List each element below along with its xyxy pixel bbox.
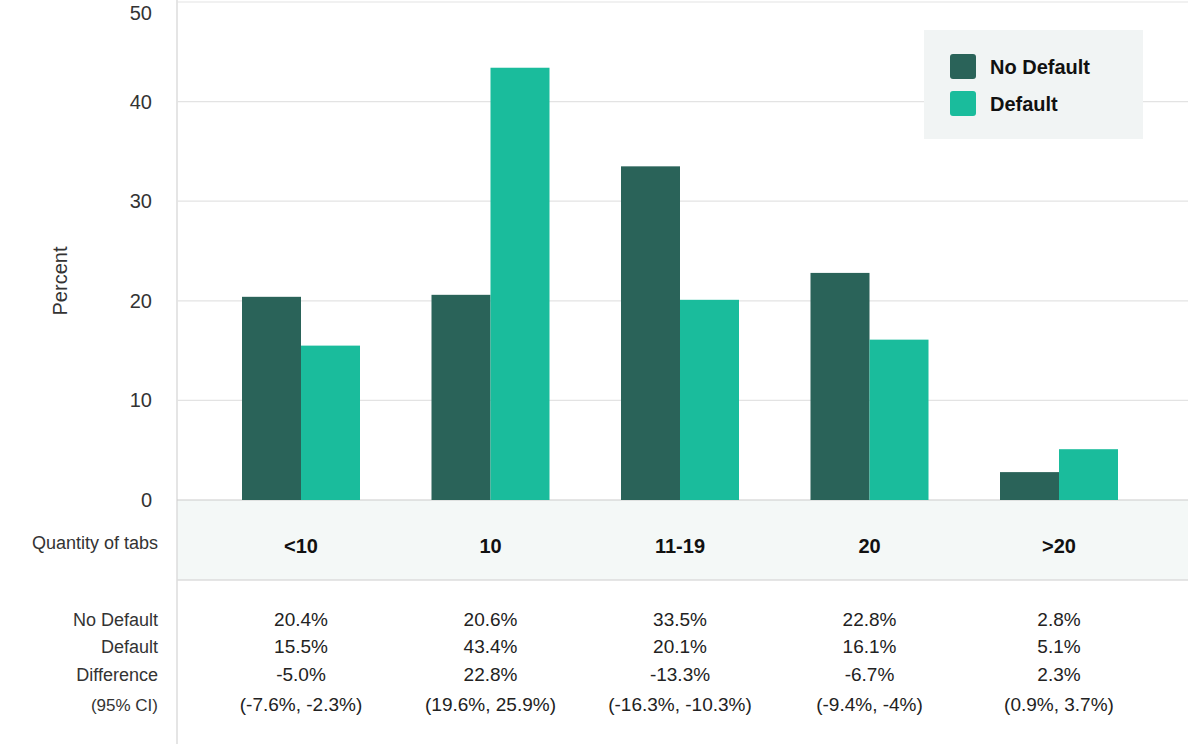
- table-cell: (-16.3%, -10.3%): [608, 694, 752, 715]
- table-cell: -13.3%: [650, 664, 710, 685]
- y-tick-label: 40: [130, 91, 152, 113]
- bar: [491, 68, 550, 500]
- table-cell: (-9.4%, -4%): [816, 694, 923, 715]
- legend-label: Default: [990, 93, 1058, 115]
- bar: [680, 300, 739, 500]
- bar: [1059, 449, 1118, 500]
- bar: [621, 166, 680, 500]
- legend: No Default Default: [924, 30, 1143, 139]
- table-cell: 22.8%: [843, 609, 897, 630]
- table-cell: 43.4%: [464, 636, 518, 657]
- table-cell: 2.3%: [1037, 664, 1080, 685]
- x-tick-label: 11-19: [655, 535, 705, 557]
- table-row-label: Default: [101, 637, 158, 657]
- y-tick-label: 50: [130, 2, 152, 24]
- y-tick-label: 30: [130, 190, 152, 212]
- legend-swatch: [950, 54, 976, 79]
- x-tick-label: >20: [1042, 535, 1076, 557]
- grid-line: [177, 1, 1188, 2]
- y-axis-label: Percent: [49, 246, 71, 315]
- chart: 0 10 20 30 40 50 Percent Quantity of tabs <10 10 1…: [0, 0, 1188, 744]
- table-cell: (-7.6%, -2.3%): [240, 694, 362, 715]
- band-line: [177, 579, 1188, 581]
- y-tick-label: 10: [130, 389, 152, 411]
- table-row-label: Difference: [76, 665, 158, 685]
- y-tick-label: 20: [130, 290, 152, 312]
- legend-label: No Default: [990, 56, 1090, 78]
- table-cell: 2.8%: [1037, 609, 1080, 630]
- bar: [870, 340, 929, 500]
- table-cell: 20.1%: [653, 636, 707, 657]
- table-cell: 16.1%: [843, 636, 897, 657]
- table-cell: 33.5%: [653, 609, 707, 630]
- bar: [242, 297, 301, 500]
- bar: [301, 346, 360, 500]
- category-band: [177, 500, 1188, 580]
- table-cell: (19.6%, 25.9%): [425, 694, 556, 715]
- table-cell: 20.6%: [464, 609, 518, 630]
- x-tick-label: <10: [284, 535, 318, 557]
- x-axis-label: Quantity of tabs: [32, 533, 158, 553]
- x-tick-label: 20: [858, 535, 880, 557]
- table-cell: 22.8%: [464, 664, 518, 685]
- table-cell: -5.0%: [276, 664, 326, 685]
- table-cell: -6.7%: [845, 664, 895, 685]
- y-tick-label: 0: [141, 489, 152, 511]
- bar: [1000, 472, 1059, 500]
- frame-line: [176, 0, 178, 744]
- legend-swatch: [950, 91, 976, 116]
- table-cell: 20.4%: [274, 609, 328, 630]
- legend-box: [924, 30, 1143, 139]
- table-cell: 5.1%: [1037, 636, 1080, 657]
- x-tick-label: 10: [479, 535, 501, 557]
- table-row-label: (95% CI): [91, 696, 158, 715]
- bar: [432, 295, 491, 500]
- grid-line: [177, 201, 1188, 202]
- table-row-label: No Default: [73, 610, 158, 630]
- table-cell: (0.9%, 3.7%): [1004, 694, 1114, 715]
- table-cell: 15.5%: [274, 636, 328, 657]
- bar: [811, 273, 870, 500]
